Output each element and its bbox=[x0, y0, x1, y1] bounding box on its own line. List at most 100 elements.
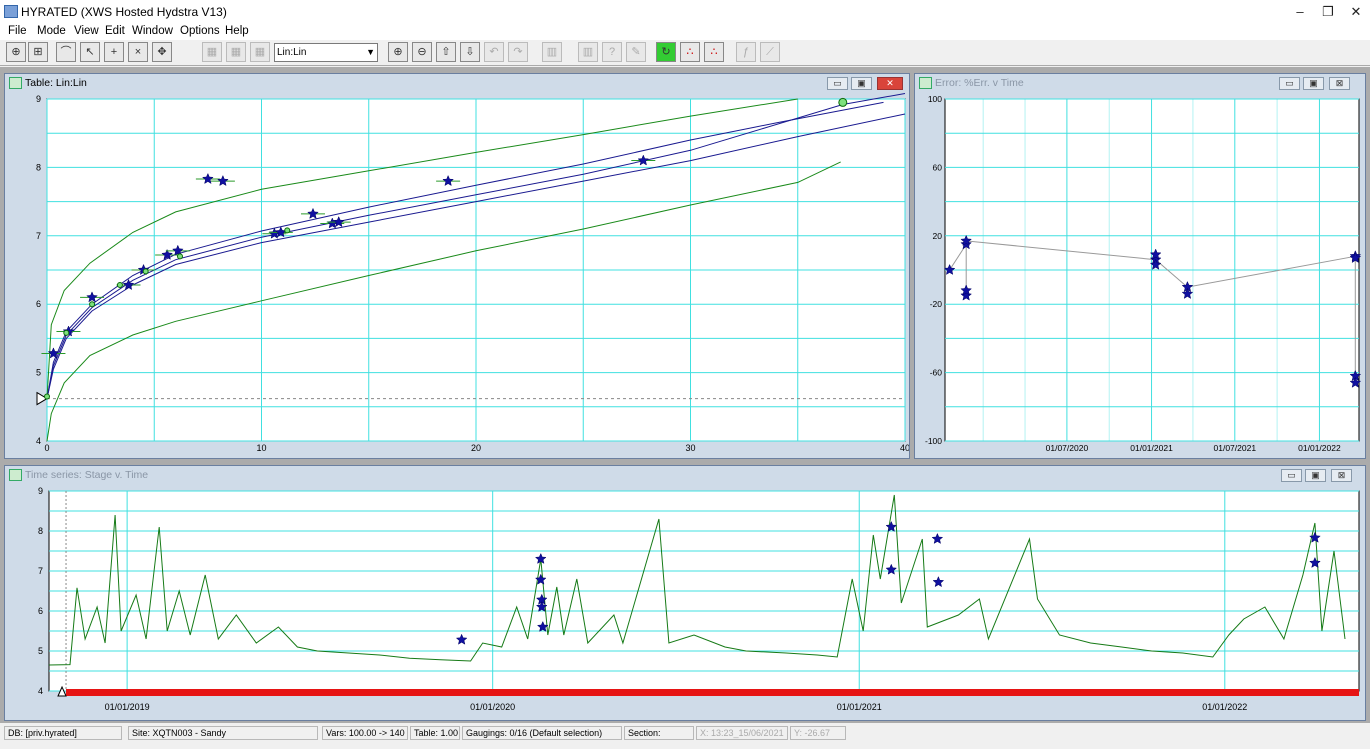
gauging-point bbox=[217, 174, 229, 187]
error-window-title: Error: %Err. v Time bbox=[935, 77, 1024, 89]
status-bar: DB: [priv.hyrated] Site: XQTN003 - Sandy… bbox=[0, 723, 1370, 749]
close-button[interactable]: ✕ bbox=[1350, 4, 1362, 19]
menu-bar: File Mode View Edit Window Options Help bbox=[0, 24, 1370, 40]
fit-2-icon[interactable]: ⟋ bbox=[760, 42, 780, 62]
error-point bbox=[1349, 251, 1362, 264]
tool-icon[interactable]: ✎ bbox=[626, 42, 646, 62]
table-2-icon[interactable]: ▦ bbox=[226, 42, 246, 62]
gauging-point bbox=[201, 172, 214, 185]
timeseries-chart[interactable]: 01/01/2019 01/01/2020 01/01/2021 01/01/2022… bbox=[5, 485, 1365, 720]
gauging-point bbox=[885, 520, 898, 532]
rating-window-title: Table: Lin:Lin bbox=[25, 77, 87, 89]
timeseries-close-button[interactable]: ⊠ bbox=[1331, 469, 1352, 482]
menu-options[interactable]: Options bbox=[180, 25, 220, 37]
add-point-icon[interactable]: + bbox=[104, 42, 124, 62]
draw-curve-icon[interactable]: ⌒ bbox=[56, 42, 76, 62]
timeseries-window-caption[interactable]: Time series: Stage v. Time ▭ ▣ ⊠ bbox=[5, 466, 1365, 484]
menu-window[interactable]: Window bbox=[132, 25, 173, 37]
gauging-point bbox=[307, 207, 319, 219]
gauging-point bbox=[161, 248, 174, 260]
redo-icon[interactable]: ↷ bbox=[508, 42, 528, 62]
table-3-icon[interactable]: ▦ bbox=[250, 42, 270, 62]
rating-chart[interactable]: 0 10 20 30 40 4 5 6 7 8 9 bbox=[5, 93, 909, 458]
timeseries-minimize-button[interactable]: ▭ bbox=[1281, 469, 1302, 482]
y-tick-label: 100 bbox=[928, 94, 942, 104]
status-db: DB: [priv.hyrated] bbox=[4, 726, 122, 740]
grid-2-icon[interactable]: ▥ bbox=[578, 42, 598, 62]
error-close-button[interactable]: ⊠ bbox=[1329, 77, 1350, 90]
rating-minimize-button[interactable]: ▭ bbox=[827, 77, 848, 90]
rating-window-caption[interactable]: Table: Lin:Lin ▭ ▣ ✕ bbox=[5, 74, 909, 92]
gauging-point bbox=[637, 154, 650, 166]
zoom-in-icon[interactable]: ⊕ bbox=[6, 42, 26, 62]
error-chart[interactable]: 01/07/2020 01/01/2021 01/07/2021 01/01/2022… bbox=[915, 93, 1365, 458]
y-tick-label: 7 bbox=[38, 566, 43, 576]
x-tick-label: 30 bbox=[685, 443, 695, 453]
help-icon[interactable]: ? bbox=[602, 42, 622, 62]
y-tick-label: 4 bbox=[38, 686, 43, 696]
error-point bbox=[960, 234, 973, 246]
status-gaugings: Gaugings: 0/16 (Default selection) bbox=[462, 726, 622, 740]
y-tick-label: 8 bbox=[38, 526, 43, 536]
zoom-select-icon[interactable]: ⊞ bbox=[28, 42, 48, 62]
magnify-plus-icon[interactable]: ⊕ bbox=[388, 42, 408, 62]
pan-up-icon[interactable]: ⇧ bbox=[436, 42, 456, 62]
period-marker bbox=[57, 685, 67, 697]
gaugings-2-icon[interactable]: ∴ bbox=[704, 42, 724, 62]
error-maximize-button[interactable]: ▣ bbox=[1303, 77, 1324, 90]
menu-help[interactable]: Help bbox=[225, 25, 249, 37]
scale-select-value: Lin:Lin bbox=[277, 47, 307, 58]
error-minimize-button[interactable]: ▭ bbox=[1279, 77, 1300, 90]
table-icon[interactable]: ▦ bbox=[202, 42, 222, 62]
status-section: Section: bbox=[624, 726, 694, 740]
gauging-point bbox=[931, 532, 944, 544]
outer-lower-curve bbox=[46, 161, 841, 442]
error-point bbox=[1181, 287, 1194, 299]
restore-button[interactable]: ❐ bbox=[1322, 4, 1334, 19]
y-tick-label: 5 bbox=[38, 646, 43, 656]
error-window-caption[interactable]: Error: %Err. v Time ▭ ▣ ⊠ bbox=[915, 74, 1365, 92]
chart-icon bbox=[919, 77, 932, 89]
y-tick-label: 9 bbox=[36, 94, 41, 104]
toolbar: ⊕ ⊞ ⌒ ↖ + × ✥ ▦ ▦ ▦ Lin:Lin ▼ ⊕ ⊖ ⇧ ⇩ ↶ ↷… bbox=[0, 40, 1370, 66]
menu-edit[interactable]: Edit bbox=[105, 25, 125, 37]
error-point bbox=[960, 238, 973, 250]
delete-point-icon[interactable]: × bbox=[128, 42, 148, 62]
fit-icon[interactable]: ƒ bbox=[736, 42, 756, 62]
status-site: Site: XQTN003 - Sandy bbox=[128, 726, 318, 740]
gauging-point bbox=[442, 174, 454, 187]
timeseries-maximize-button[interactable]: ▣ bbox=[1305, 469, 1326, 482]
gauging-point bbox=[47, 347, 60, 359]
menu-file[interactable]: File bbox=[8, 25, 27, 37]
select-point-icon[interactable]: ↖ bbox=[80, 42, 100, 62]
chevron-down-icon: ▼ bbox=[366, 47, 375, 57]
minimize-button[interactable]: – bbox=[1296, 4, 1304, 19]
menu-mode[interactable]: Mode bbox=[37, 25, 66, 37]
y-tick-label: 9 bbox=[38, 486, 43, 496]
magnify-minus-icon[interactable]: ⊖ bbox=[412, 42, 432, 62]
menu-view[interactable]: View bbox=[74, 25, 99, 37]
move-point-icon[interactable]: ✥ bbox=[152, 42, 172, 62]
undo-icon[interactable]: ↶ bbox=[484, 42, 504, 62]
x-tick-label: 01/01/2022 bbox=[1202, 702, 1247, 712]
y-tick-label: 5 bbox=[36, 368, 41, 378]
title-bar: HYRATED (XWS Hosted Hydstra V13) – ❐ ✕ bbox=[0, 0, 1370, 24]
y-tick-label: 8 bbox=[36, 162, 41, 172]
y-tick-label: 60 bbox=[933, 162, 943, 172]
y-tick-label: -100 bbox=[925, 436, 942, 446]
gaugings-icon[interactable]: ∴ bbox=[680, 42, 700, 62]
chart-icon bbox=[9, 77, 22, 89]
rating-maximize-button[interactable]: ▣ bbox=[851, 77, 872, 90]
status-table: Table: 1.00 bbox=[410, 726, 460, 740]
error-point bbox=[943, 263, 956, 275]
x-tick-label: 20 bbox=[471, 443, 481, 453]
grid-icon[interactable]: ▥ bbox=[542, 42, 562, 62]
data-period-bar bbox=[66, 689, 1359, 696]
rating-close-button[interactable]: ✕ bbox=[877, 77, 903, 90]
scale-select[interactable]: Lin:Lin ▼ bbox=[274, 43, 378, 62]
refresh-icon[interactable]: ↻ bbox=[656, 42, 676, 62]
pan-down-icon[interactable]: ⇩ bbox=[460, 42, 480, 62]
gauging-point bbox=[1309, 531, 1321, 543]
x-tick-label: 0 bbox=[44, 443, 49, 453]
x-tick-label: 10 bbox=[256, 443, 266, 453]
